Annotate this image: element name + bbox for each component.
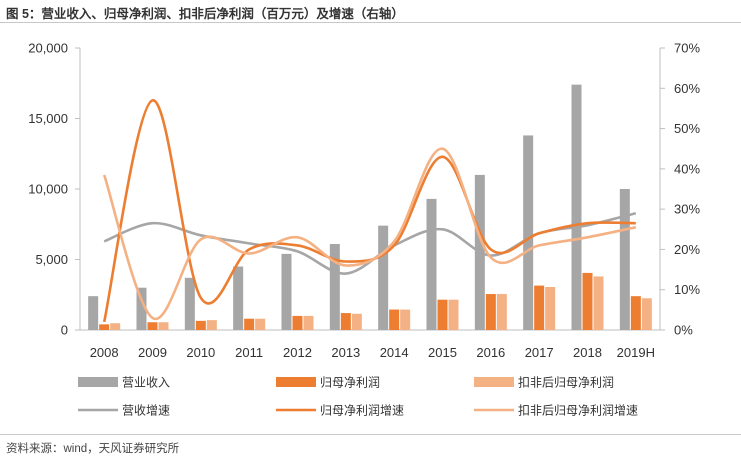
left-tick-label: 15,000 (28, 111, 68, 126)
x-tick-label: 2017 (525, 345, 554, 360)
right-tick-label: 20% (674, 242, 700, 257)
adjusted-net-profit-growth-line (102, 147, 637, 321)
bar-revenue (619, 189, 630, 330)
right-tick-label: 10% (674, 282, 700, 297)
footer-divider (0, 434, 741, 435)
bar-net-profit (485, 294, 496, 330)
bar-revenue (281, 253, 292, 330)
bar-revenue (184, 277, 195, 330)
bar-adjusted-net-profit (593, 276, 604, 330)
bars-layer (88, 84, 652, 330)
x-tick-label: 2009 (138, 345, 167, 360)
right-axis: 0% 10% 20% 30% 40% 50% 60% 70% (659, 41, 700, 338)
left-tick-label: 10,000 (28, 182, 68, 197)
bar-adjusted-net-profit (545, 286, 556, 330)
x-tick-label: 2018 (573, 345, 602, 360)
x-tick-label: 2008 (90, 345, 119, 360)
x-tick-label: 2012 (283, 345, 312, 360)
bar-net-profit (534, 285, 545, 330)
x-tick-label: 2016 (476, 345, 505, 360)
legend-swatch (276, 377, 316, 387)
x-tick-label: 2019H (617, 345, 655, 360)
legend-swatch (78, 377, 118, 387)
bar-adjusted-net-profit (400, 309, 411, 330)
bar-adjusted-net-profit (496, 294, 507, 330)
bar-revenue (233, 266, 244, 330)
x-tick-label: 2011 (235, 345, 263, 360)
bar-revenue (571, 84, 582, 330)
legend-label: 营收增速 (122, 404, 170, 418)
x-tick-label: 2013 (331, 345, 360, 360)
bar-adjusted-net-profit (158, 322, 169, 330)
x-tick-label: 2015 (428, 345, 457, 360)
net-profit-growth-line (102, 99, 636, 323)
legend-label: 扣非后归母净利润 (518, 376, 614, 390)
figure-title: 图 5：营业收入、归母净利润、扣非后净利润（百万元）及增速（右轴） (6, 7, 404, 21)
bar-net-profit (630, 296, 641, 330)
legend-swatch (474, 377, 514, 387)
bar-adjusted-net-profit (351, 313, 362, 330)
left-axis: 0 5,000 10,000 15,000 20,000 (28, 41, 81, 338)
bar-adjusted-net-profit (110, 323, 121, 330)
bar-net-profit (292, 315, 303, 330)
bar-revenue (378, 225, 389, 330)
bar-net-profit (340, 313, 351, 330)
title-divider (0, 22, 741, 23)
bar-revenue (523, 135, 534, 330)
right-tick-label: 50% (674, 121, 700, 136)
legend-label: 归母净利润增速 (320, 404, 404, 418)
bar-revenue (329, 243, 340, 330)
chart: 0 5,000 10,000 15,000 20,000 0% 10% 20% 30% 40% 5… (28, 41, 700, 418)
right-tick-label: 0% (674, 323, 693, 338)
right-tick-label: 30% (674, 202, 700, 217)
figure-title-bar: 图 5：营业收入、归母净利润、扣非后净利润（百万元）及增速（右轴） (0, 0, 741, 22)
bar-adjusted-net-profit (303, 315, 314, 330)
left-tick-label: 5,000 (35, 252, 68, 267)
bar-adjusted-net-profit (641, 298, 652, 330)
left-tick-label: 0 (61, 323, 68, 338)
legend-label: 扣非后归母净利润增速 (518, 404, 638, 418)
right-tick-label: 60% (674, 81, 700, 96)
x-axis: 2008 2009 2010 2011 2012 2013 2014 2015 2016 2017… (80, 329, 660, 360)
x-tick-label: 2010 (186, 345, 215, 360)
lines-layer (102, 99, 637, 323)
bar-net-profit (437, 299, 448, 330)
bar-revenue (136, 287, 147, 330)
legend-label: 营业收入 (122, 376, 170, 390)
bar-adjusted-net-profit (255, 318, 266, 330)
legend-label: 归母净利润 (320, 376, 380, 390)
right-tick-label: 70% (674, 41, 700, 56)
bar-net-profit (244, 318, 255, 330)
bar-net-profit (99, 324, 110, 330)
bar-net-profit (582, 272, 593, 330)
x-tick-label: 2014 (380, 345, 409, 360)
bar-net-profit (389, 309, 400, 330)
right-tick-label: 40% (674, 161, 700, 176)
source-note: 资料来源：wind，天风证券研究所 (6, 443, 180, 455)
bar-adjusted-net-profit (448, 299, 459, 330)
left-tick-label: 20,000 (28, 41, 68, 56)
bar-revenue (426, 198, 437, 330)
bar-adjusted-net-profit (206, 320, 217, 330)
bar-revenue (88, 296, 99, 330)
bar-net-profit (147, 322, 158, 330)
bar-net-profit (195, 320, 206, 330)
